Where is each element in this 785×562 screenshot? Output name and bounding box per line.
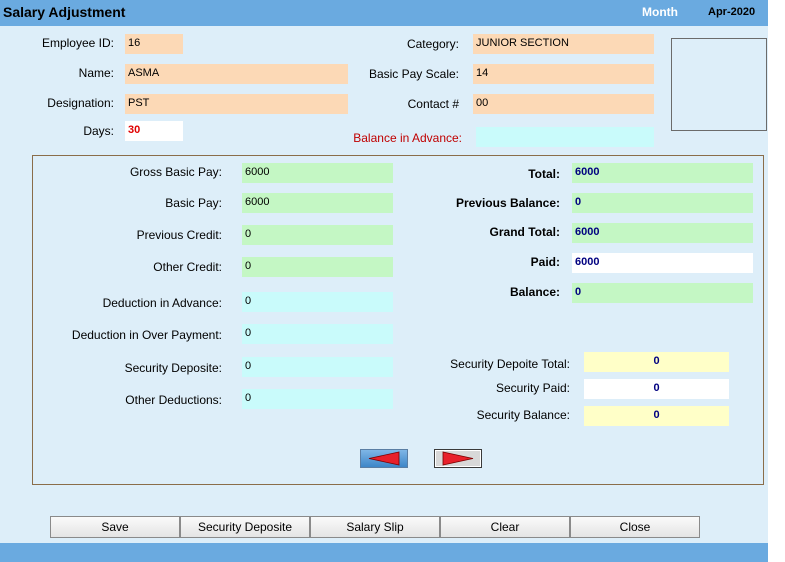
grand-total-field[interactable]: 6000 [572,223,753,243]
paid-field[interactable]: 6000 [572,253,753,273]
clear-button[interactable]: Clear [440,516,570,538]
basic-pay-field[interactable]: 6000 [242,193,393,213]
contact-field[interactable]: 00 [473,94,654,114]
employee-id-field[interactable]: 16 [125,34,183,54]
balance-field[interactable]: 0 [572,283,753,303]
days-label: Days: [83,124,114,138]
previous-balance-field[interactable]: 0 [572,193,753,213]
security-paid-field[interactable]: 0 [584,379,729,399]
grand-total-label: Grand Total: [489,225,560,239]
balance-in-advance-field[interactable] [476,127,654,147]
balance-in-advance-label: Balance in Advance: [353,131,462,145]
window-title: Salary Adjustment [3,4,126,20]
salary-slip-button[interactable]: Salary Slip [310,516,440,538]
basic-pay-scale-field[interactable]: 14 [473,64,654,84]
previous-credit-label: Previous Credit: [136,228,222,242]
category-label: Category: [406,37,459,51]
security-deposite-label: Security Deposite: [124,361,222,375]
gross-basic-pay-field[interactable]: 6000 [242,163,393,183]
gross-basic-pay-label: Gross Basic Pay: [129,165,222,179]
status-bar [0,543,768,562]
designation-label: Designation: [47,96,114,110]
deduction-in-advance-field[interactable]: 0 [242,292,393,312]
title-bar: Salary Adjustment Month Apr-2020 [0,0,768,26]
other-deductions-field[interactable]: 0 [242,389,393,409]
paid-label: Paid: [530,255,560,269]
other-deductions-label: Other Deductions: [125,393,222,407]
contact-label: Contact # [407,97,459,111]
security-deposite-button[interactable]: Security Deposite [180,516,310,538]
basic-pay-scale-label: Basic Pay Scale: [368,67,459,81]
basic-pay-label: Basic Pay: [165,196,222,210]
total-field[interactable]: 6000 [572,163,753,183]
month-label: Month [642,5,678,19]
other-credit-field[interactable]: 0 [242,257,393,277]
security-deposite-field[interactable]: 0 [242,357,393,377]
employee-photo [671,38,767,131]
designation-field[interactable]: PST [125,94,348,114]
name-field[interactable]: ASMA [125,64,348,84]
days-field[interactable]: 30 [125,121,183,141]
pay-details-panel [32,155,764,485]
month-value: Apr-2020 [708,6,756,18]
save-button[interactable]: Save [50,516,180,538]
name-label: Name: [78,66,114,80]
security-total-field[interactable]: 0 [584,352,729,372]
security-balance-label: Security Balance: [476,408,570,422]
next-record-button[interactable] [434,449,482,468]
window-edge [768,0,785,562]
arrow-right-icon [442,451,474,466]
other-credit-label: Other Credit: [153,260,222,274]
category-field[interactable]: JUNIOR SECTION [473,34,654,54]
close-button[interactable]: Close [570,516,700,538]
deduction-in-over-payment-label: Deduction in Over Payment: [71,328,222,342]
salary-adjustment-window: Salary Adjustment Month Apr-2020 Employe… [0,0,768,562]
previous-record-button[interactable] [360,449,408,468]
arrow-left-icon [368,451,400,466]
deduction-in-advance-label: Deduction in Advance: [102,296,222,310]
employee-id-label: Employee ID: [41,36,114,50]
security-balance-field[interactable]: 0 [584,406,729,426]
previous-credit-field[interactable]: 0 [242,225,393,245]
total-label: Total: [528,167,560,181]
security-total-label: Security Depoite Total: [450,357,570,371]
previous-balance-label: Previous Balance: [455,196,560,210]
balance-label: Balance: [509,285,560,299]
deduction-in-over-payment-field[interactable]: 0 [242,324,393,344]
security-paid-label: Security Paid: [495,381,570,395]
